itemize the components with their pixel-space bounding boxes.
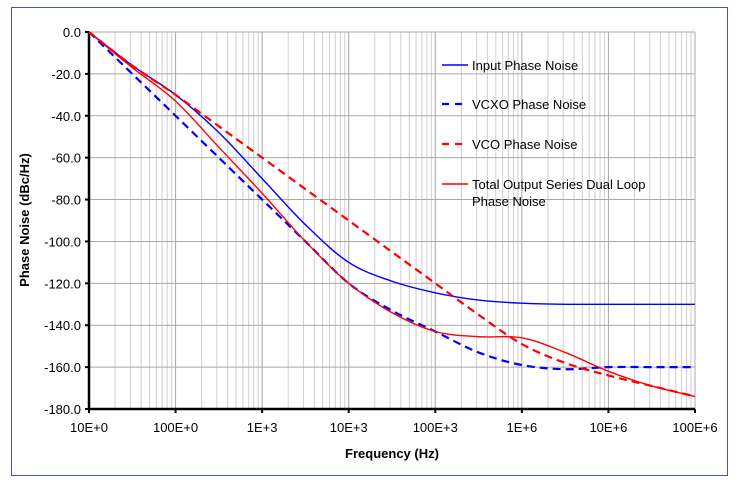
- x-tick-label: 100E+0: [153, 420, 198, 435]
- y-tick-label: -60.0: [51, 151, 81, 166]
- legend-label-3: VCO Phase Noise: [472, 137, 578, 152]
- y-tick-label: -20.0: [51, 67, 81, 82]
- axes: [85, 31, 696, 413]
- y-tick-label: 0.0: [63, 25, 81, 40]
- x-tick-label: 10E+6: [589, 420, 627, 435]
- y-tick-label: -180.0: [44, 402, 81, 417]
- y-tick-label: -40.0: [51, 109, 81, 124]
- y-tick-label: -80.0: [51, 193, 81, 208]
- x-tick-label: 10E+3: [330, 420, 368, 435]
- y-axis-label: Phase Noise (dBc/Hz): [17, 153, 32, 287]
- grid: [88, 31, 696, 410]
- tick-labels: 10E+0 100E+0 1E+3 10E+3 100E+3 1E+6 10E+6 100E+…: [44, 25, 717, 435]
- series-lines: [88, 31, 696, 398]
- y-tick-label: -140.0: [44, 318, 81, 333]
- x-axis-label: Frequency (Hz): [345, 446, 439, 461]
- legend: Input Phase Noise VCXO Phase Noise VCO Pha…: [442, 58, 645, 209]
- series-line-4: [88, 31, 696, 398]
- x-tick-label: 1E+3: [247, 420, 278, 435]
- chart-frame: [11, 7, 728, 476]
- legend-label-1: Input Phase Noise: [472, 58, 578, 73]
- series-line-2: [88, 31, 695, 371]
- x-tick-label: 1E+6: [506, 420, 537, 435]
- series-line-3: [88, 31, 696, 398]
- y-tick-label: -120.0: [44, 276, 81, 291]
- legend-label-2: VCXO Phase Noise: [472, 97, 586, 112]
- x-tick-label: 100E+3: [413, 420, 458, 435]
- x-tick-label: 100E+6: [672, 420, 717, 435]
- x-tick-label: 10E+0: [70, 420, 108, 435]
- legend-label-4: Total Output Series Dual Loop Phase Noise: [472, 177, 645, 209]
- y-tick-label: -100.0: [44, 234, 81, 249]
- y-tick-label: -160.0: [44, 360, 81, 375]
